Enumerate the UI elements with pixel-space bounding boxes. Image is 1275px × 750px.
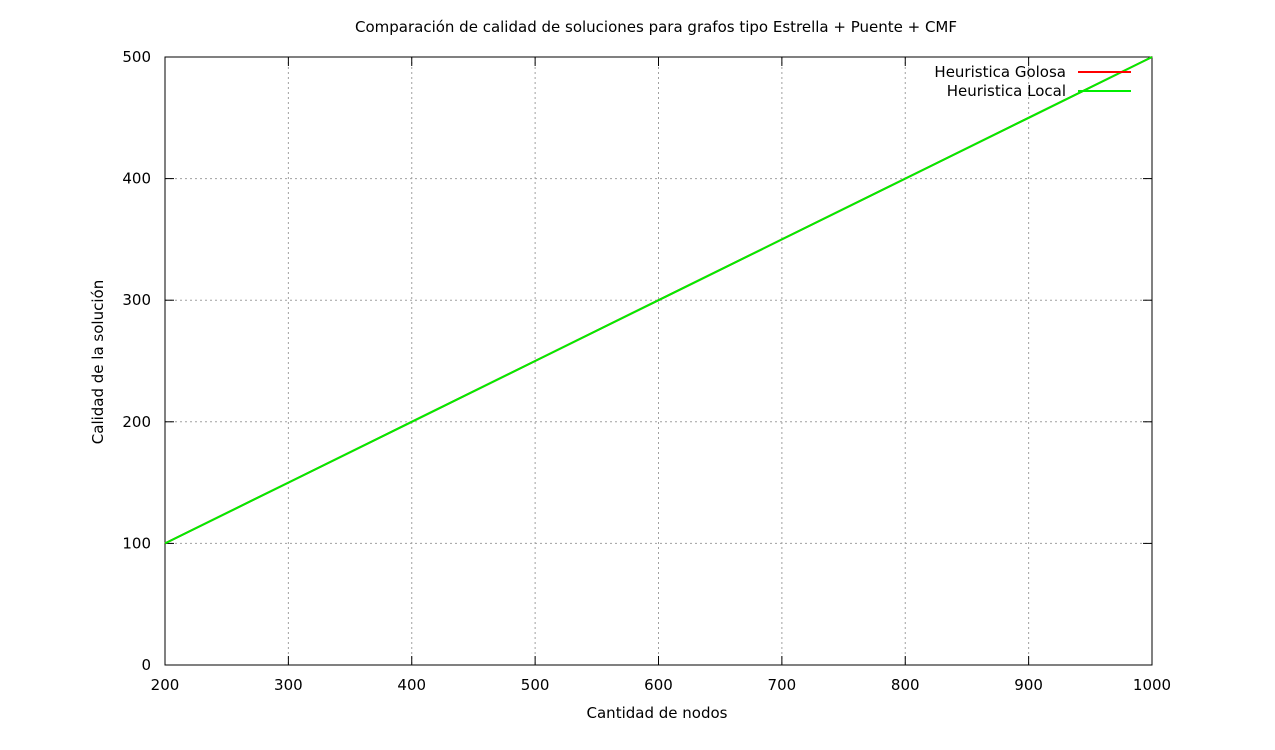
x-tick-label: 800 [891, 676, 920, 694]
legend-label-heuristica-golosa: Heuristica Golosa [934, 63, 1066, 81]
y-tick-label: 200 [122, 413, 151, 431]
y-axis-label: Calidad de la solución [89, 280, 107, 444]
x-tick-label: 400 [397, 676, 426, 694]
chart-title: Comparación de calidad de soluciones par… [355, 18, 957, 36]
axis-ticks [164, 56, 1153, 666]
y-tick-label: 300 [122, 291, 151, 309]
x-tick-label: 1000 [1133, 676, 1171, 694]
legend-label-heuristica-local: Heuristica Local [947, 82, 1066, 100]
y-tick-label: 0 [141, 656, 151, 674]
x-tick-label: 700 [768, 676, 797, 694]
x-axis-label: Cantidad de nodos [587, 704, 728, 722]
x-tick-label: 600 [644, 676, 673, 694]
grid-lines [165, 57, 1152, 665]
x-tick-label: 500 [521, 676, 550, 694]
y-tick-label: 500 [122, 48, 151, 66]
x-tick-label: 300 [274, 676, 303, 694]
x-axis-tick-labels: 200 300 400 500 600 700 800 900 1000 [151, 676, 1171, 694]
series-line-heuristica-local [164, 56, 1153, 545]
y-tick-label: 100 [122, 534, 151, 552]
y-tick-label: 400 [122, 170, 151, 188]
x-tick-label: 900 [1014, 676, 1043, 694]
series-lines [164, 56, 1153, 545]
y-axis-tick-labels: 0 100 200 300 400 500 [122, 48, 151, 674]
legend: Heuristica Golosa Heuristica Local [934, 63, 1131, 100]
x-tick-label: 200 [151, 676, 180, 694]
